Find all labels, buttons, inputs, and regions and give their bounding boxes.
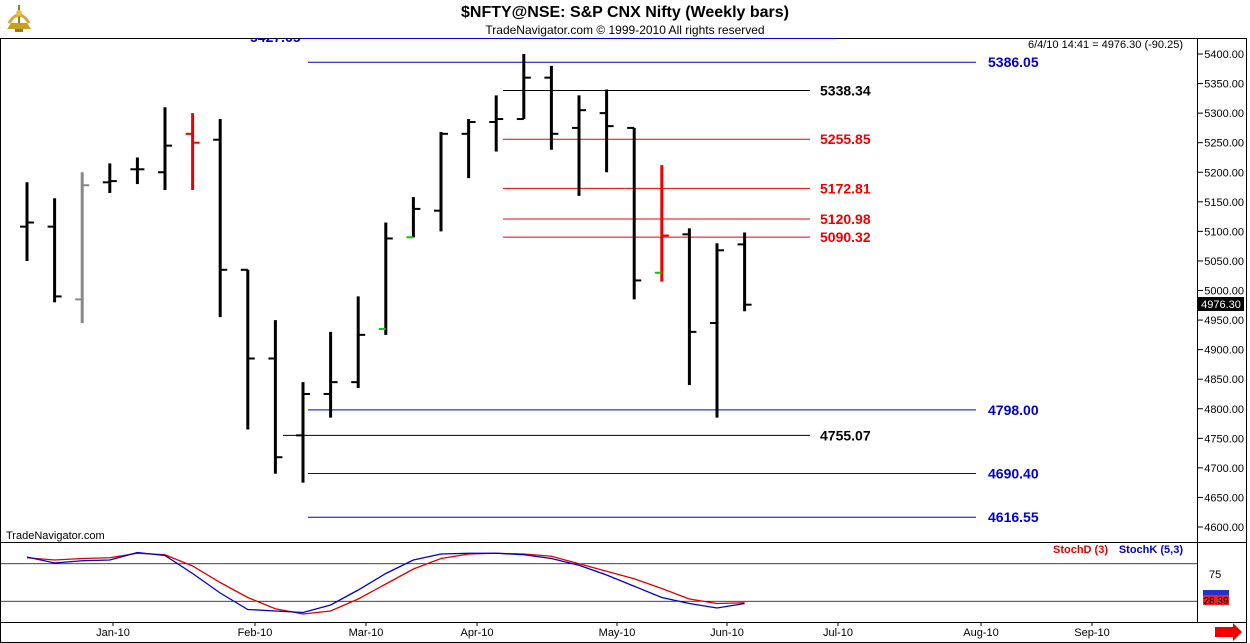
level-label: 5255.85	[820, 131, 871, 147]
stochd-label: StochD (3)	[1053, 544, 1108, 556]
ohlc-bar	[489, 95, 504, 152]
x-tick-label: Feb-10	[238, 627, 273, 639]
ohlc-bar	[158, 107, 172, 190]
stochastic-lines	[1, 551, 1197, 615]
x-tick-label: Jun-10	[710, 627, 744, 639]
chart-title: $NFTY@NSE: S&P CNX Nifty (Weekly bars)	[461, 4, 789, 21]
price-axis: 5400.00 5350.00 5300.00 5250.00 5200.00 5150.…	[1197, 49, 1244, 534]
ohlc-bar	[213, 119, 228, 318]
ohlc-bar	[268, 320, 283, 474]
ohlc-bar	[351, 296, 366, 389]
ohlc-bar	[406, 197, 421, 239]
y-tick-label: 5250.00	[1204, 138, 1244, 150]
ohlc-bar	[434, 132, 448, 232]
ohlc-bar	[627, 126, 642, 300]
level-label: 5120.98	[820, 211, 871, 227]
level-label: 4755.07	[820, 427, 871, 443]
y-tick-label: 5350.00	[1204, 79, 1244, 91]
scroll-right-arrow[interactable]	[1215, 623, 1242, 641]
stoch-last-value: 28.39	[1203, 596, 1228, 607]
ohlc-bar	[130, 157, 145, 185]
stoch-last-box	[1203, 595, 1229, 605]
y-tick-label: 4650.00	[1204, 492, 1244, 504]
y-tick-label: 5050.00	[1204, 256, 1244, 268]
level-label: 5090.32	[820, 229, 871, 245]
ohlc-bar	[654, 165, 669, 282]
ohlc-bar	[378, 222, 393, 335]
watermark-text: TradeNavigator.com	[6, 530, 105, 542]
stochk-label: StochK (5,3)	[1119, 544, 1184, 556]
ohlc-bar	[682, 228, 697, 386]
y-tick-label: 4800.00	[1204, 404, 1244, 416]
ohlc-bar	[47, 198, 62, 303]
ohlc-bar	[710, 243, 724, 418]
y-tick-label: 5200.00	[1204, 167, 1244, 179]
level-label: 4690.40	[988, 466, 1039, 482]
last-price-value: 4976.30	[1201, 299, 1241, 311]
y-tick-label: 4900.00	[1204, 345, 1244, 357]
ohlc-bar	[20, 182, 34, 261]
ohlc-bar	[102, 163, 117, 193]
level-label: 5338.34	[820, 82, 871, 98]
status-readout: 6/4/10 14:41 = 4976.30 (-90.25)	[1028, 39, 1183, 51]
ohlc-bar	[599, 89, 614, 173]
ohlc-bar	[516, 54, 531, 121]
level-label: 5386.05	[988, 54, 1039, 70]
ohlc-bar	[323, 331, 338, 418]
y-tick-label: 4700.00	[1204, 463, 1244, 475]
main-panel	[0, 38, 1247, 543]
x-tick-label: Apr-10	[460, 627, 493, 639]
price-bars	[20, 54, 752, 483]
ohlc-bar	[461, 119, 476, 179]
y-tick-label: 5400.00	[1204, 49, 1244, 61]
x-tick-label: Jul-10	[823, 627, 853, 639]
x-tick-label: Aug-10	[963, 627, 998, 639]
level-label: 4798.00	[988, 402, 1039, 418]
y-tick-label: 5150.00	[1204, 197, 1244, 209]
ohlc-bar	[296, 382, 310, 483]
x-tick-label: Sep-10	[1074, 627, 1109, 639]
stochk-line	[26, 551, 745, 614]
ohlc-bar	[544, 65, 559, 150]
y-tick-label: 5000.00	[1204, 286, 1244, 298]
level-label: 4616.55	[988, 509, 1039, 525]
y-tick-label: 4950.00	[1204, 315, 1244, 327]
stoch-level-75-label: 75	[1209, 569, 1221, 581]
chart-header: $NFTY@NSE: S&P CNX Nifty (Weekly bars) T…	[0, 0, 1250, 38]
ohlc-bar	[240, 268, 255, 430]
x-tick-label: Jan-10	[96, 627, 130, 639]
sextant-logo-icon	[7, 5, 31, 32]
stoch-last-box-top	[1203, 590, 1229, 596]
last-price-box	[1198, 297, 1244, 311]
y-tick-label: 4750.00	[1204, 433, 1244, 445]
date-axis-labels: Jan-10 Feb-10 Mar-10 Apr-10 May-10 Jun-10 Jul-…	[96, 622, 1110, 639]
ohlc-bar	[572, 95, 586, 196]
ohlc-bar	[75, 172, 90, 324]
y-tick-label: 4850.00	[1204, 374, 1244, 386]
ohlc-bar	[185, 113, 200, 190]
y-tick-label: 4600.00	[1204, 522, 1244, 534]
y-tick-label: 5100.00	[1204, 226, 1244, 238]
copyright-line: TradeNavigator.com © 1999-2010 All right…	[485, 23, 765, 37]
y-tick-label: 5300.00	[1204, 108, 1244, 120]
x-tick-label: Mar-10	[349, 627, 384, 639]
ohlc-bar	[737, 232, 752, 312]
x-tick-label: May-10	[599, 627, 636, 639]
level-label: 5172.81	[820, 180, 871, 196]
